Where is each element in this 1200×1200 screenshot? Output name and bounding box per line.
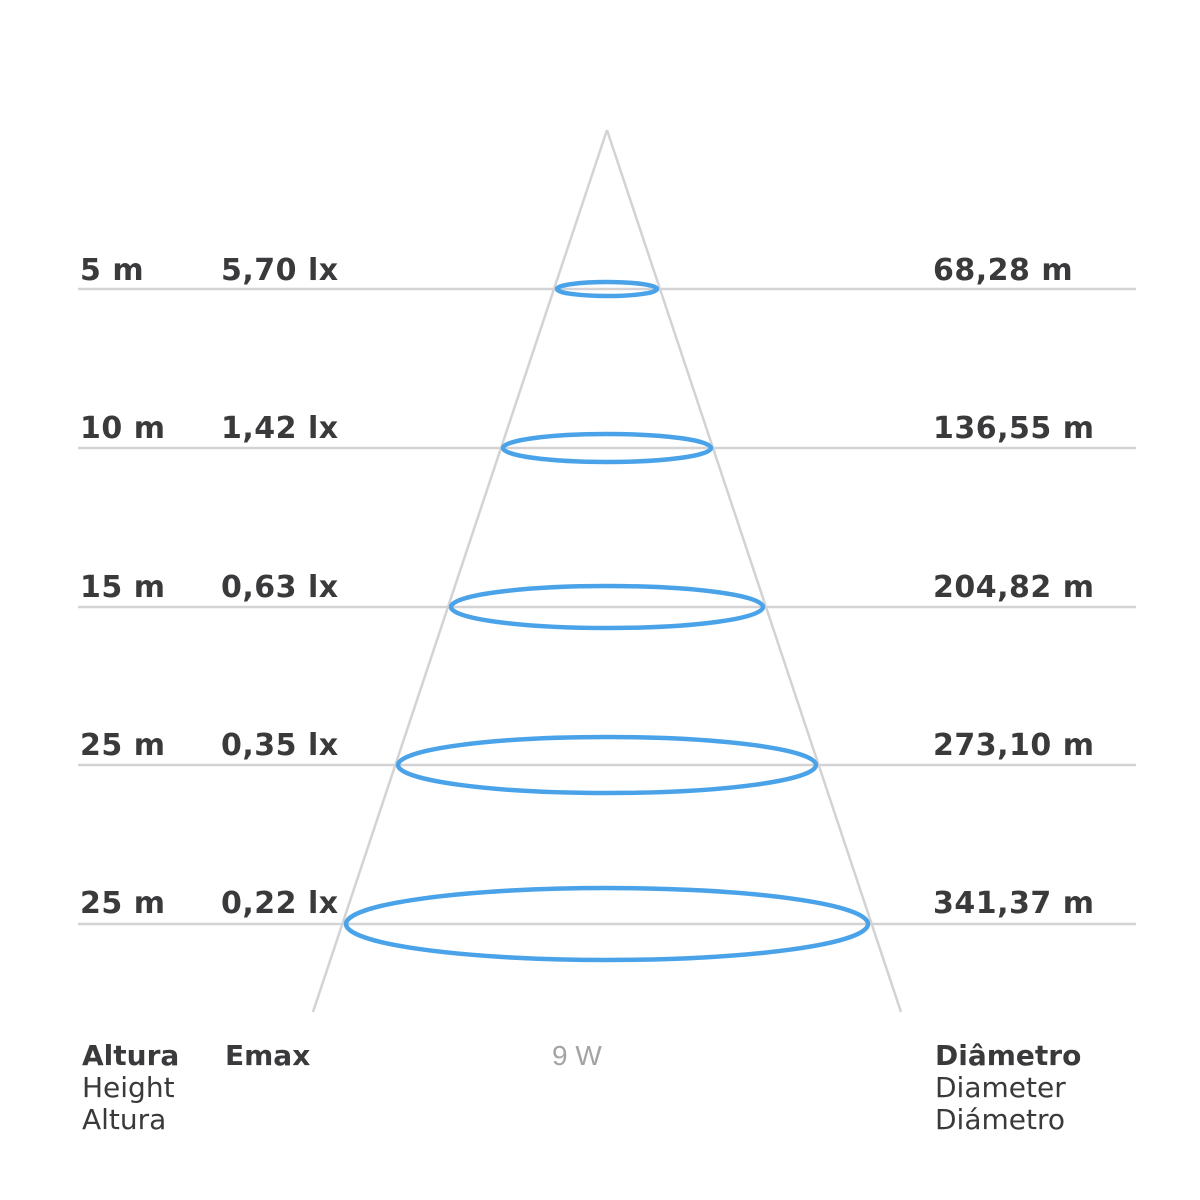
height-label: 5 m — [80, 253, 145, 288]
beam-ellipse — [395, 734, 819, 796]
beam-ellipse — [500, 431, 714, 465]
diameter-value: 68,28 m — [933, 253, 1074, 288]
beam-ellipse — [448, 583, 766, 631]
height-label: 10 m — [80, 411, 166, 446]
diameter-legend: Diâmetro Diameter Diámetro — [935, 1040, 1081, 1136]
emax-legend: Emax — [225, 1040, 310, 1072]
height-label: 15 m — [80, 570, 166, 605]
diameter-legend-es: Diámetro — [935, 1103, 1066, 1136]
height-legend-primary: Altura — [82, 1039, 180, 1072]
wattage-label: 9 W — [552, 1040, 602, 1071]
beam-ellipse — [554, 279, 660, 299]
beam-ellipse — [343, 885, 871, 963]
height-legend-en: Height — [82, 1071, 175, 1104]
diameter-value: 204,82 m — [933, 570, 1095, 605]
emax-value: 0,63 lx — [221, 570, 339, 605]
emax-legend-label: Emax — [225, 1039, 311, 1072]
diameter-legend-primary: Diâmetro — [935, 1039, 1082, 1072]
height-label: 25 m — [80, 886, 166, 921]
height-legend: Altura Height Altura — [82, 1040, 179, 1136]
height-label: 25 m — [80, 728, 166, 763]
height-legend-es: Altura — [82, 1103, 167, 1136]
diameter-value: 273,10 m — [933, 728, 1095, 763]
emax-value: 0,35 lx — [221, 728, 339, 763]
diameter-legend-en: Diameter — [935, 1071, 1066, 1104]
emax-value: 0,22 lx — [221, 886, 339, 921]
emax-value: 5,70 lx — [221, 253, 339, 288]
diameter-value: 341,37 m — [933, 886, 1095, 921]
cone-right-edge — [605, 129, 903, 1013]
emax-value: 1,42 lx — [221, 411, 339, 446]
cone-left-edge — [311, 129, 609, 1013]
diameter-value: 136,55 m — [933, 411, 1095, 446]
